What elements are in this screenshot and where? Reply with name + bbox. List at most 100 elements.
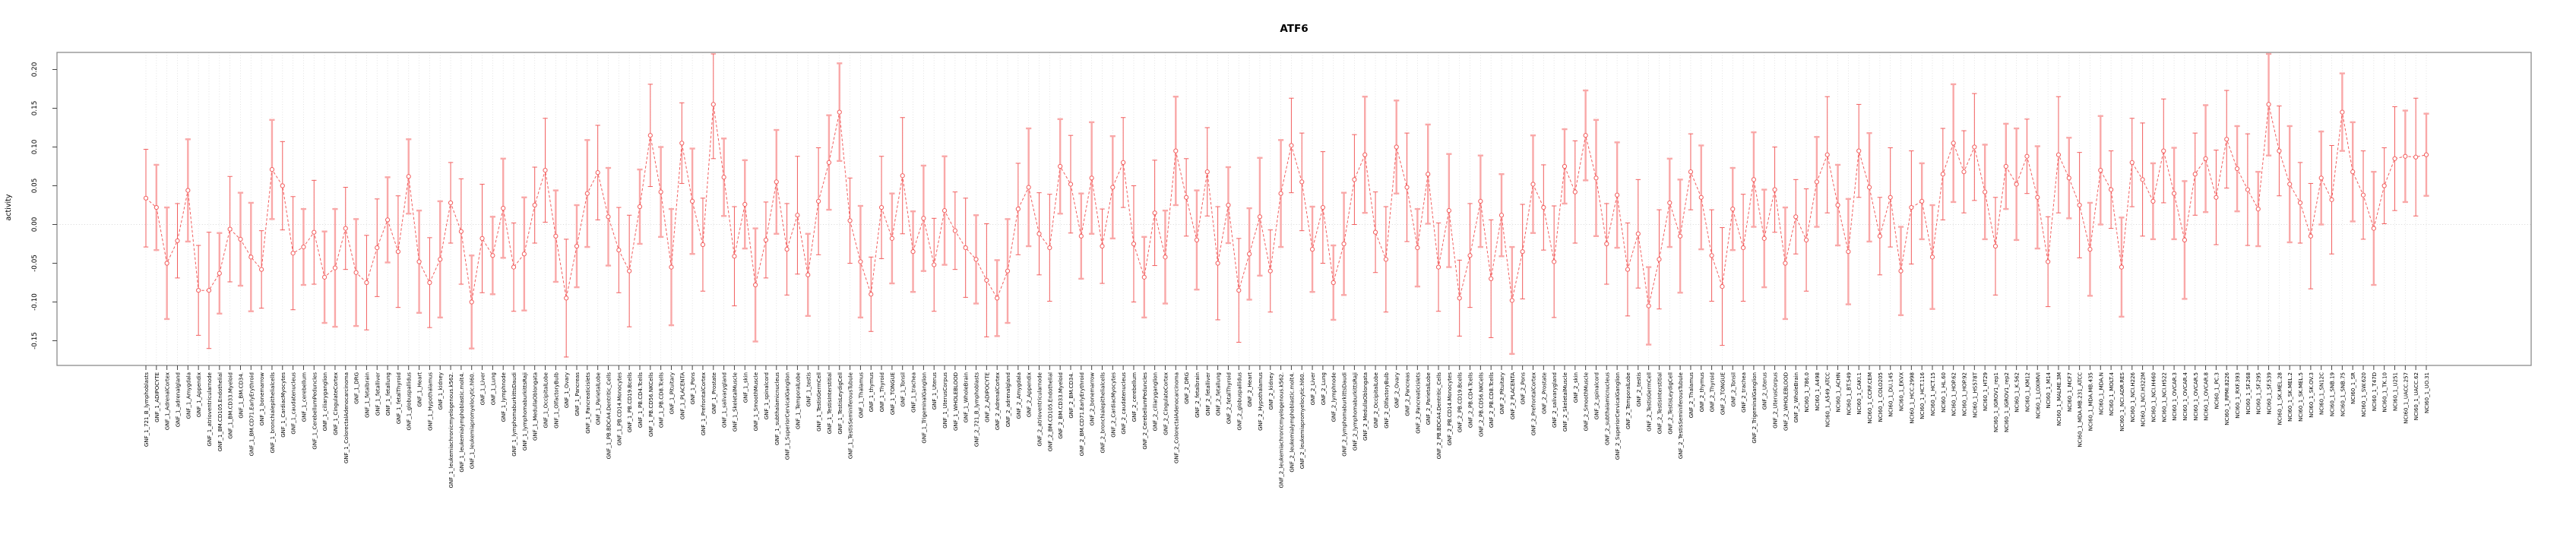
data-point [416,259,422,264]
x-tick-label: NCI60_1_NCI.ADR.RES [2119,372,2125,431]
data-point [1100,243,1105,249]
x-tick-label: GNF_2_ciliaryganglion [1153,372,1159,431]
x-tick-label: GNF_2_TestisLeydigCell [1667,372,1673,435]
data-point [2129,160,2135,165]
data-point [574,243,580,249]
x-tick-label: GNF_1_SuperiorCervicalGanglion [785,372,791,460]
x-tick-label: NCI60_1_MALME.3M [2056,372,2062,425]
x-tick-label: GNF_2_SuperiorCervicalGanglion [1615,372,1621,460]
x-tick-label: NCI60_1_SK.OV.3 [2309,372,2315,418]
x-tick-label: GNF_1_Thyroid [879,372,885,412]
x-tick-label: NCI60_1_NCI.H522 [2161,372,2167,422]
data-point [1435,264,1441,270]
x-tick-label: GNF_2_leukemiapromyelocytic.hl60. [1299,372,1305,469]
data-point [1583,133,1588,138]
data-point [238,236,243,242]
data-point [196,288,201,293]
x-tick-label: GNF_2_Ovary [1394,372,1400,408]
x-tick-label: GNF_2_Pituitary [1499,372,1505,414]
data-point [2214,194,2219,200]
data-point [290,251,296,256]
x-tick-label: GNF_1_Uterus [932,372,938,410]
data-point [1593,175,1599,181]
x-tick-label: GNF_1_Hypothalamus [427,372,433,431]
x-tick-label: NCI60_1_U251 [2393,372,2399,411]
data-point [521,251,527,257]
data-point [1372,229,1378,235]
x-tick-label: GNF_2_TONGUE [1720,372,1726,415]
x-tick-label: GNF_2_spinalcord [1593,372,1600,419]
data-point [1036,231,1042,236]
data-point [1005,268,1011,274]
x-tick-label: GNF_1_SmoothMuscle [753,372,759,431]
x-tick-label: GNF_2_PB.BDCA4.Dentritic_Cells [1436,372,1442,460]
data-point [2066,175,2071,181]
data-point [1331,280,1336,286]
x-tick-label: GNF_2_Pons [1521,372,1527,405]
data-point [1541,204,1546,210]
x-tick-label: NCI60_1_HOP.62 [1951,372,1957,416]
data-point [1835,202,1840,208]
x-tick-label: GNF_1_Heart [417,372,423,407]
x-tick-label: GNF_1_PB.CD14.Monocytes [616,372,622,446]
data-point [1026,185,1031,190]
x-tick-label: GNF_1_PB.CD4.Tcells [638,372,644,428]
data-point [2350,169,2356,175]
data-point [1047,245,1052,251]
x-tick-label: GNF_1_skin [742,372,748,403]
data-point [1929,255,1935,260]
x-tick-label: NCI60_1_RPMI.8226 [2224,372,2230,425]
data-point [1320,204,1326,210]
data-point [2277,148,2282,153]
data-point [564,296,569,301]
x-tick-label: NCI60_1_SK.MEL.2 [2287,372,2293,422]
x-tick-label: GNF_2_BM.CD34. [1068,372,1074,419]
data-point [2192,172,2198,177]
x-tick-label: GNF_1_Thalamus [858,372,864,419]
x-tick-label: GNF_1_leukemialymphoblastic.molt4. [459,372,465,473]
data-point [858,259,863,264]
data-point [1341,241,1347,247]
x-tick-label: GNF_2_Pancreaticislets [1415,372,1421,434]
x-tick-label: GNF_1_spinalcord [764,372,770,419]
data-point [1110,185,1116,190]
data-point [217,270,222,276]
x-tick-label: GNF_2_kidney [1268,372,1274,409]
data-point [1730,207,1736,212]
x-tick-label: GNF_1_bonemarrow [259,372,265,425]
x-tick-label: GNF_2_cerebellum [1131,372,1138,422]
x-tick-label: GNF_1_PB.BDCA4.Dentritic_Cells [606,372,612,460]
data-point [1141,274,1147,280]
x-tick-label: GNF_1_Lung [490,372,496,405]
x-tick-label: GNF_2_PB.CD14.Monocytes [1447,372,1453,446]
x-tick-label: GNF_2_fetalbrain [1195,372,1201,418]
data-point [1163,255,1168,260]
x-tick-label: NCI60_1_HL.60 [1941,372,1947,413]
data-point [2308,233,2313,239]
x-tick-label: NCI60_1_UO.31 [2424,372,2430,413]
data-point [1562,163,1568,169]
x-tick-label: GNF_2_atrioventricularnode [1037,372,1043,446]
x-tick-label: GNF_2_bronchialepithelialcells [1100,372,1106,454]
data-point [700,242,706,248]
data-point [2297,200,2303,206]
data-point [259,267,264,272]
x-tick-label: NCI60_1_HS578T [1972,372,1978,418]
x-tick-label: GNF_1_BM.CD71.EarlyErythroid [248,372,255,456]
x-tick-label: GNF_2_leukemiachronicmyelogenous.k562. [1279,372,1285,488]
x-tick-label: GNF_2_fetallung [1216,372,1222,416]
data-point [1478,198,1483,204]
x-tick-label: NCI60_1_CCRF.CEM [1867,372,1873,424]
x-tick-label: NCI60_1_SF.539 [2267,372,2273,414]
data-point [2340,109,2345,115]
data-point [805,272,811,277]
data-point [742,201,748,207]
x-tick-label: GNF_1_lymphomaburkittsDaudi [511,372,517,457]
data-point [2171,191,2177,196]
x-tick-label: GNF_1_BM.CD33.Myeloid [228,372,234,439]
data-point [1404,185,1410,190]
data-point [869,292,874,297]
x-tick-label: GNF_2_PB.CD8.Tcells [1489,372,1495,428]
data-point [826,160,832,165]
x-tick-label: NCI60_1_TK.10 [2382,372,2388,413]
